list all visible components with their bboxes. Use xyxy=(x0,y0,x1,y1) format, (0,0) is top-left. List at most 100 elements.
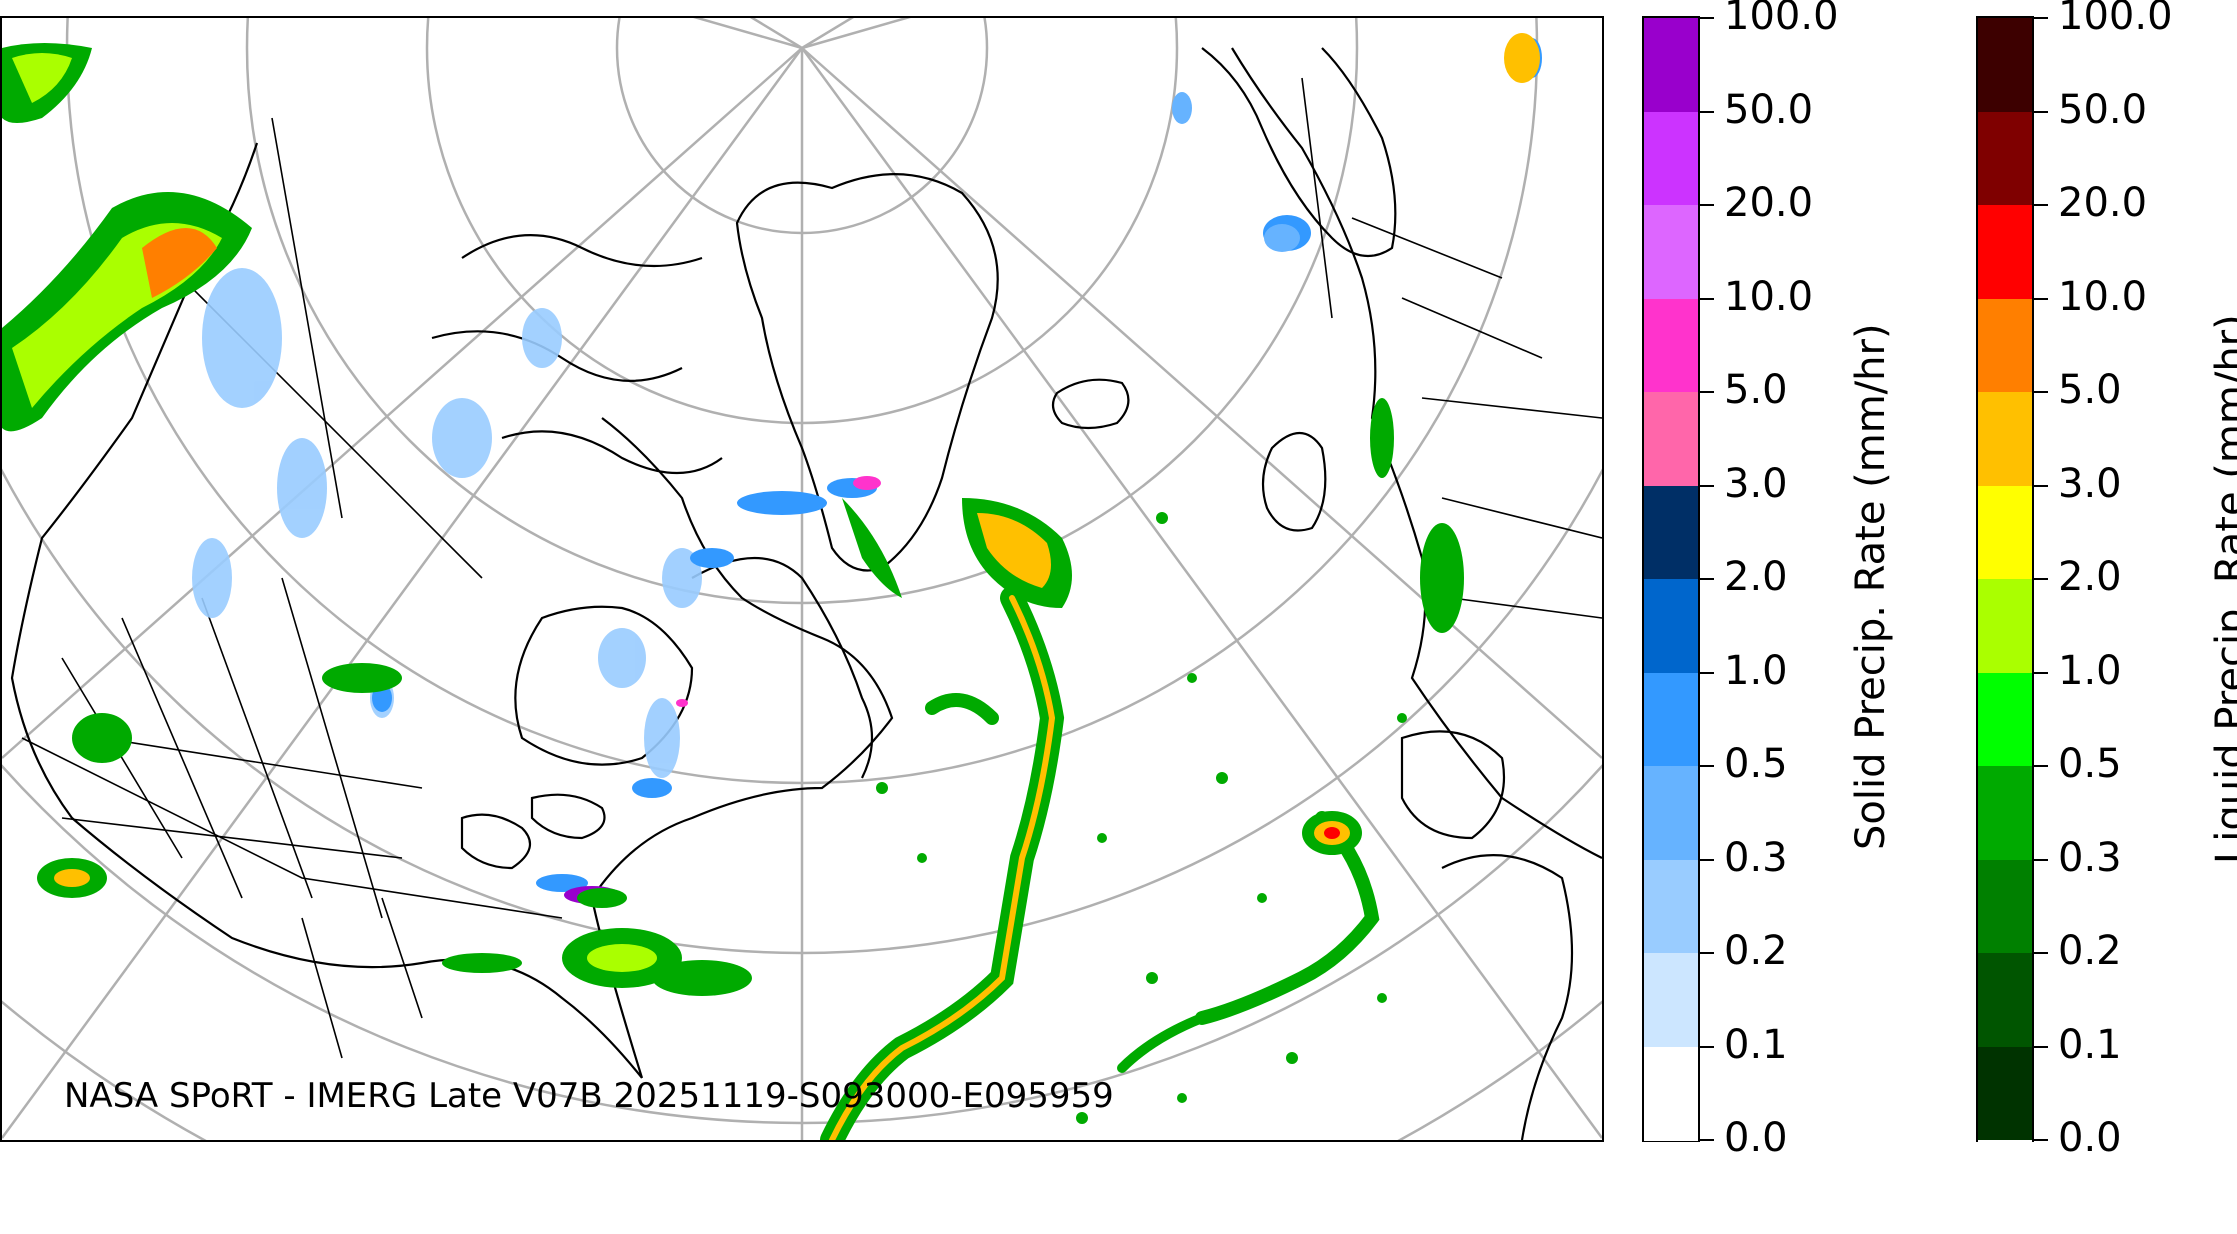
liquid-precip xyxy=(2,33,1540,1140)
liquid-colorbar-segment xyxy=(1978,766,2032,860)
solid-colorbar-tick xyxy=(1700,671,1714,674)
solid-colorbar-tick xyxy=(1700,110,1714,113)
greenland-east-rain xyxy=(842,498,1072,608)
great-lakes xyxy=(460,793,606,870)
solid-colorbar-tick-label: 100.0 xyxy=(1724,0,1839,39)
liquid-colorbar-tick-label: 10.0 xyxy=(2058,273,2148,320)
map-caption: NASA SPoRT - IMERG Late V07B 20251119-S0… xyxy=(64,1076,1114,1116)
solid-colorbar-segment xyxy=(1644,1046,1698,1141)
solid-colorbar-tick xyxy=(1700,765,1714,767)
solid-colorbar-segment xyxy=(1644,205,1698,299)
solid-colorbar-tick xyxy=(1700,1045,1714,1048)
liquid-colorbar-tick-label: 100.0 xyxy=(2058,0,2173,39)
baffin-snow xyxy=(372,38,1542,892)
pacific-northwest-rain xyxy=(2,43,252,432)
liquid-colorbar-tick xyxy=(2034,484,2048,487)
solid-colorbar-segment xyxy=(1644,672,1698,767)
solid-colorbar-tick-label: 1.0 xyxy=(1724,647,1788,694)
liquid-colorbar-tick xyxy=(2034,204,2048,206)
solid-colorbar-segment xyxy=(1644,392,1698,486)
solid-colorbar-segment xyxy=(1644,953,1698,1047)
solid-colorbar-tick-label: 0.3 xyxy=(1724,834,1788,881)
liquid-precip-colorbar xyxy=(1976,16,2034,1234)
solid-colorbar-tick xyxy=(1700,297,1714,300)
liquid-colorbar-segment xyxy=(1978,485,2032,580)
liquid-colorbar-title: Liquid Precip. Rate (mm/hr) xyxy=(2208,314,2237,864)
liquid-colorbar-tick-label: 0.0 xyxy=(2058,1115,2122,1161)
liquid-colorbar-tick-label: 20.0 xyxy=(2058,180,2148,226)
liquid-colorbar-tick xyxy=(2034,17,2048,19)
solid-colorbar-tick-label: 10.0 xyxy=(1724,273,1814,320)
liquid-colorbar-tick-label: 0.5 xyxy=(2058,741,2122,787)
solid-precip-colorbar xyxy=(1642,16,1700,1142)
europe-coast xyxy=(1231,47,1602,859)
liquid-colorbar-tick-label: 3.0 xyxy=(2058,460,2122,507)
africa-coast xyxy=(1441,854,1574,1140)
liquid-colorbar-tick xyxy=(2034,671,2048,674)
liquid-colorbar-tick xyxy=(2034,765,2048,767)
liquid-colorbar-tick-label: 0.1 xyxy=(2058,1021,2122,1068)
solid-colorbar-tick-label: 2.0 xyxy=(1724,554,1788,600)
labrador-coast xyxy=(691,556,874,779)
liquid-colorbar-tick-label: 2.0 xyxy=(2058,554,2122,600)
solid-precip xyxy=(192,38,1542,904)
greenland-coast xyxy=(735,173,999,572)
political-borders xyxy=(21,77,1602,1059)
liquid-colorbar-tick xyxy=(2034,1045,2048,1048)
liquid-colorbar-tick xyxy=(2034,391,2048,393)
solid-colorbar-tick xyxy=(1700,204,1714,206)
liquid-colorbar-tick xyxy=(2034,578,2048,580)
solid-colorbar-tick xyxy=(1700,17,1714,19)
solid-colorbar-tick xyxy=(1700,1139,1714,1141)
liquid-colorbar-tick-label: 0.2 xyxy=(2058,928,2122,974)
central-atlantic-storm xyxy=(1302,811,1362,855)
coastlines xyxy=(10,47,1602,1140)
liquid-colorbar-segment xyxy=(1978,579,2032,673)
solid-colorbar-segment xyxy=(1644,579,1698,673)
arctic-islands xyxy=(431,234,723,474)
liquid-colorbar-tick-label: 1.0 xyxy=(2058,647,2122,694)
solid-colorbar-tick-label: 20.0 xyxy=(1724,180,1814,226)
liquid-colorbar-tick xyxy=(2034,110,2048,113)
liquid-colorbar-segment xyxy=(1978,672,2032,767)
scandinavia-snow xyxy=(1172,92,1300,252)
liquid-colorbar-segment xyxy=(1978,1046,2032,1141)
western-us-rain xyxy=(37,663,402,898)
liquid-colorbar-tick xyxy=(2034,1139,2048,1141)
solid-colorbar-segment xyxy=(1644,111,1698,206)
solid-colorbar-segment xyxy=(1644,485,1698,580)
map-canvas xyxy=(2,18,1602,1140)
liquid-colorbar-segment xyxy=(1978,859,2032,954)
solid-colorbar-tick xyxy=(1700,484,1714,487)
scattered-showers xyxy=(876,512,1407,1124)
scandinavia-coast xyxy=(1201,47,1397,258)
liquid-colorbar-segment xyxy=(1978,1140,2032,1234)
solid-colorbar-tick-label: 3.0 xyxy=(1724,460,1788,507)
solid-colorbar-tick-label: 0.1 xyxy=(1724,1021,1788,1068)
iberia-coast xyxy=(1400,730,1506,840)
solid-colorbar-tick-label: 0.0 xyxy=(1724,1115,1788,1161)
liquid-colorbar-tick-label: 0.3 xyxy=(2058,834,2122,881)
liquid-colorbar-tick xyxy=(2034,858,2048,861)
solid-colorbar-title: Solid Precip. Rate (mm/hr) xyxy=(1848,323,1894,850)
liquid-colorbar-tick-label: 50.0 xyxy=(2058,86,2148,133)
solid-colorbar-segment xyxy=(1644,18,1698,112)
liquid-colorbar-segment xyxy=(1978,111,2032,206)
atlantic-front-rain xyxy=(820,586,1380,1140)
liquid-colorbar-segment xyxy=(1978,298,2032,393)
precip-map: NASA SPoRT - IMERG Late V07B 20251119-S0… xyxy=(0,16,1604,1142)
liquid-colorbar-tick xyxy=(2034,297,2048,300)
solid-colorbar-tick-label: 50.0 xyxy=(1724,86,1814,133)
liquid-colorbar-tick-label: 5.0 xyxy=(2058,367,2122,413)
liquid-colorbar-segment xyxy=(1978,953,2032,1047)
solid-colorbar-tick xyxy=(1700,952,1714,954)
solid-colorbar-segment xyxy=(1644,298,1698,393)
west-europe-rain xyxy=(1370,33,1540,633)
solid-colorbar-tick-label: 5.0 xyxy=(1724,367,1788,413)
solid-colorbar-tick-label: 0.5 xyxy=(1724,741,1788,787)
iceland-coast xyxy=(1051,378,1130,430)
liquid-colorbar-tick xyxy=(2034,952,2048,954)
solid-colorbar-tick-label: 0.2 xyxy=(1724,928,1788,974)
solid-colorbar-tick xyxy=(1700,578,1714,580)
solid-colorbar-tick xyxy=(1700,391,1714,393)
